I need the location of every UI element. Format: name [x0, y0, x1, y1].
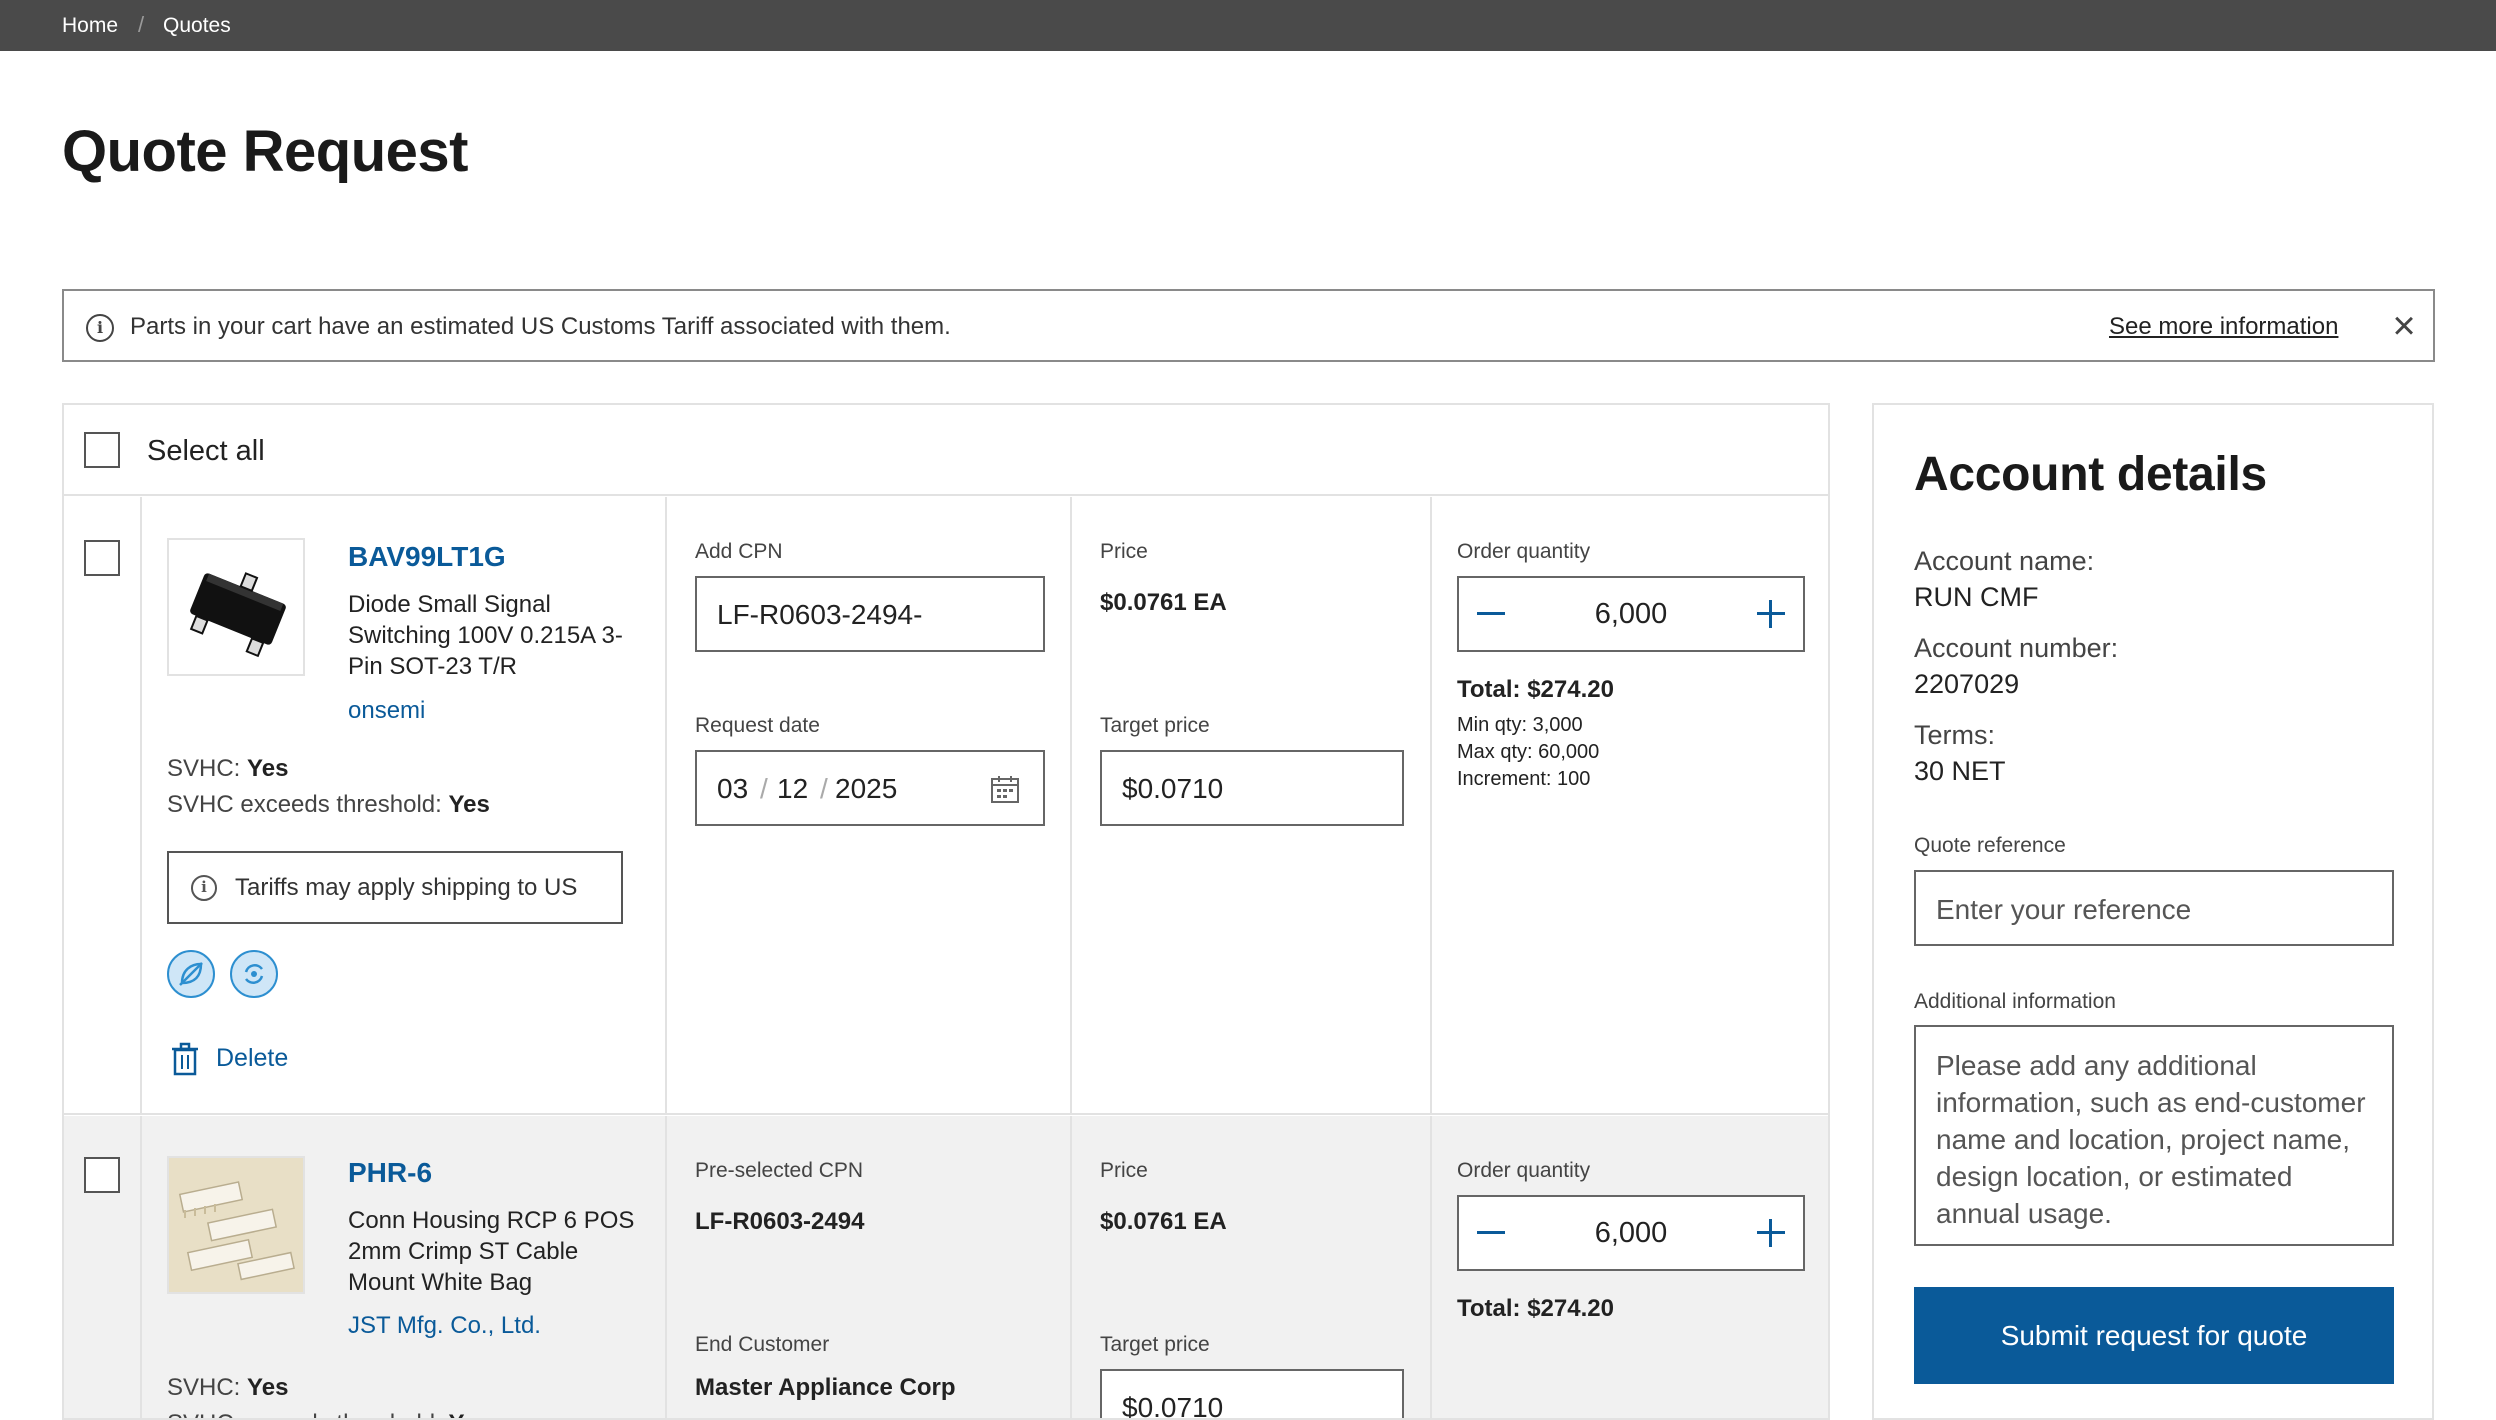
price-label: Price — [1100, 1159, 1148, 1182]
quantity-input[interactable]: 6,000 — [1594, 1217, 1668, 1249]
line-total: Total: $274.20 — [1457, 1295, 1614, 1322]
target-price-input[interactable]: $0.0710 — [1100, 750, 1404, 826]
target-price-input[interactable]: $0.0710 — [1100, 1369, 1404, 1418]
product-image[interactable] — [167, 1156, 305, 1294]
trash-icon — [172, 1042, 198, 1076]
quantity-input[interactable]: 6,000 — [1594, 598, 1668, 630]
account-name-label: Account name: — [1914, 546, 2095, 576]
breadcrumb-separator: / — [138, 12, 145, 37]
breadcrumb-current[interactable]: Quotes — [163, 14, 231, 37]
alert-message: Parts in your cart have an estimated US … — [130, 313, 951, 340]
close-icon[interactable]: × — [2392, 304, 2416, 348]
terms-value: 30 NET — [1914, 756, 2006, 786]
end-customer-label: End Customer — [695, 1333, 830, 1356]
target-price-label: Target price — [1100, 714, 1210, 737]
plus-icon[interactable] — [1753, 1207, 1789, 1259]
cart-list: Select all BAV99LT1G Diode Small Signal … — [62, 403, 1830, 1420]
quantity-stepper: 6,000 — [1457, 1195, 1805, 1271]
line-total: Total: $274.20 — [1457, 676, 1614, 703]
price-label: Price — [1100, 540, 1148, 563]
part-description: Diode Small Signal Switching 100V 0.215A… — [348, 591, 623, 680]
product-image[interactable] — [167, 538, 305, 676]
terms-label: Terms: — [1914, 720, 1995, 750]
info-circle-icon: i — [86, 314, 114, 342]
end-customer-value: Master Appliance Corp — [695, 1374, 956, 1401]
qty-increment: Increment: 100 — [1457, 768, 1591, 790]
connector-housing-icon — [169, 1158, 303, 1292]
breadcrumb-home-link[interactable]: Home — [62, 14, 119, 37]
info-circle-icon: i — [191, 875, 217, 901]
quote-reference-input[interactable]: Enter your reference — [1914, 870, 2394, 946]
delete-button[interactable]: Delete — [170, 1042, 288, 1076]
account-number-label: Account number: — [1914, 633, 2119, 663]
recycle-icon[interactable] — [230, 950, 278, 998]
part-number-link[interactable]: BAV99LT1G — [348, 541, 506, 572]
breadcrumb: Home / Quotes — [0, 0, 2496, 51]
svhc-status: SVHC: Yes — [167, 755, 289, 782]
eco-leaf-icon[interactable] — [167, 950, 215, 998]
manufacturer-link[interactable]: onsemi — [348, 697, 426, 724]
account-number-value: 2207029 — [1914, 669, 2020, 699]
minus-icon[interactable] — [1473, 588, 1509, 640]
select-all-checkbox[interactable] — [84, 432, 120, 468]
add-cpn-label: Add CPN — [695, 540, 783, 563]
account-details-panel: Account details Account name: RUN CMF Ac… — [1872, 403, 2434, 1420]
preselected-cpn-value: LF-R0603-2494 — [695, 1208, 865, 1235]
svhc-threshold-status: SVHC exceeds threshold: Yes — [167, 791, 490, 818]
select-all-row: Select all — [64, 405, 1828, 496]
select-all-label: Select all — [147, 435, 265, 467]
part-number-link[interactable]: PHR-6 — [348, 1157, 433, 1188]
order-quantity-label: Order quantity — [1457, 540, 1591, 563]
svhc-status: SVHC: Yes — [167, 1374, 289, 1401]
item-checkbox[interactable] — [84, 540, 120, 576]
preselected-cpn-label: Pre-selected CPN — [695, 1159, 864, 1182]
unit-price: $0.0761 EA — [1100, 589, 1227, 616]
max-qty: Max qty: 60,000 — [1457, 741, 1600, 763]
additional-information-label: Additional information — [1914, 990, 2116, 1013]
page-title: Quote Request — [62, 119, 469, 184]
svhc-threshold-status: SVHC exceeds threshold: Yes — [167, 1410, 490, 1418]
order-quantity-label: Order quantity — [1457, 1159, 1591, 1182]
tariff-alert-banner: i Parts in your cart have an estimated U… — [62, 289, 2435, 362]
additional-information-textarea[interactable]: Please add any additional information, s… — [1914, 1025, 2394, 1246]
see-more-information-link[interactable]: See more information — [2109, 313, 2339, 340]
part-description: Conn Housing RCP 6 POS 2mm Crimp ST Cabl… — [348, 1207, 635, 1296]
minus-icon[interactable] — [1473, 1207, 1509, 1259]
tariff-notice: i Tariffs may apply shipping to US — [167, 851, 623, 924]
quote-reference-label: Quote reference — [1914, 834, 2066, 857]
request-date-input[interactable]: 03 / 12 / 2025 — [695, 750, 1045, 826]
request-date-label: Request date — [695, 714, 820, 737]
target-price-label: Target price — [1100, 1333, 1210, 1356]
account-name-value: RUN CMF — [1914, 582, 2039, 612]
unit-price: $0.0761 EA — [1100, 1208, 1227, 1235]
cart-item: PHR-6 Conn Housing RCP 6 POS 2mm Crimp S… — [64, 1116, 1828, 1418]
plus-icon[interactable] — [1753, 588, 1789, 640]
sot23-package-icon — [189, 572, 286, 658]
cart-item: BAV99LT1G Diode Small Signal Switching 1… — [64, 497, 1828, 1115]
cpn-input[interactable]: LF-R0603-2494- — [695, 576, 1045, 652]
manufacturer-link[interactable]: JST Mfg. Co., Ltd. — [348, 1312, 541, 1339]
account-details-title: Account details — [1914, 448, 2267, 501]
calendar-icon[interactable] — [990, 774, 1020, 804]
quantity-stepper: 6,000 — [1457, 576, 1805, 652]
submit-request-button[interactable]: Submit request for quote — [1914, 1287, 2394, 1384]
min-qty: Min qty: 3,000 — [1457, 714, 1583, 736]
item-checkbox[interactable] — [84, 1157, 120, 1193]
